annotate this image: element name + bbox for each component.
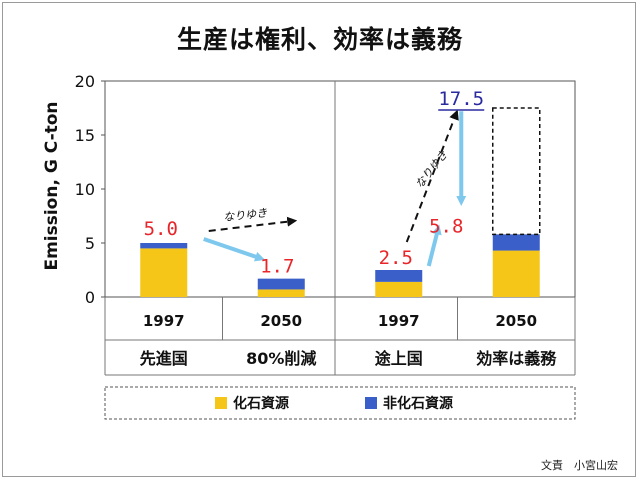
slide-title: 生産は権利、効率は義務 [176,25,463,54]
bar-non-fossil [140,243,188,249]
group-label: 効率は義務 [476,349,557,368]
legend-swatch [365,397,377,409]
bar-non-fossil [492,234,540,251]
group-label: 先進国 [140,349,188,368]
legend-swatch [215,397,227,409]
value-label: 2.5 [379,247,413,269]
bar-fossil [375,281,423,297]
bau-arrow [208,216,298,232]
x-category-label: 1997 [378,312,420,330]
group-label: 途上国 [375,349,423,368]
value-label: 1.7 [260,256,294,278]
bar-non-fossil [375,270,423,282]
y-tick-label: 15 [75,126,95,145]
x-category-label: 2050 [260,312,302,330]
annotation-label: なりゆき [413,148,450,191]
bar-fossil [257,289,305,297]
bau-arrow [405,109,459,243]
value-label-projection: 17.5 [438,88,484,110]
group-label: 80%削減 [246,349,316,368]
reduction-arrow [203,237,266,262]
credit-text: 文責 小宮山宏 [541,459,618,472]
y-tick-label: 20 [75,72,95,91]
bar-fossil [492,250,540,297]
slide-frame [2,2,636,477]
annotation-label: なりゆき [223,206,268,224]
growth-arrow [426,224,442,267]
bar-fossil [140,248,188,297]
y-tick-label: 10 [75,180,95,199]
projection-box [492,107,541,236]
value-label: 5.0 [144,218,178,240]
y-tick-label: 5 [85,234,95,253]
value-label: 5.8 [429,215,463,237]
y-tick-label: 0 [85,288,95,307]
x-category-label: 1997 [143,312,185,330]
legend-label: 非化石資源 [383,395,453,412]
bar-non-fossil [257,278,305,290]
x-category-label: 2050 [495,312,537,330]
legend-label: 化石資源 [233,395,289,412]
legend-box [104,386,576,420]
